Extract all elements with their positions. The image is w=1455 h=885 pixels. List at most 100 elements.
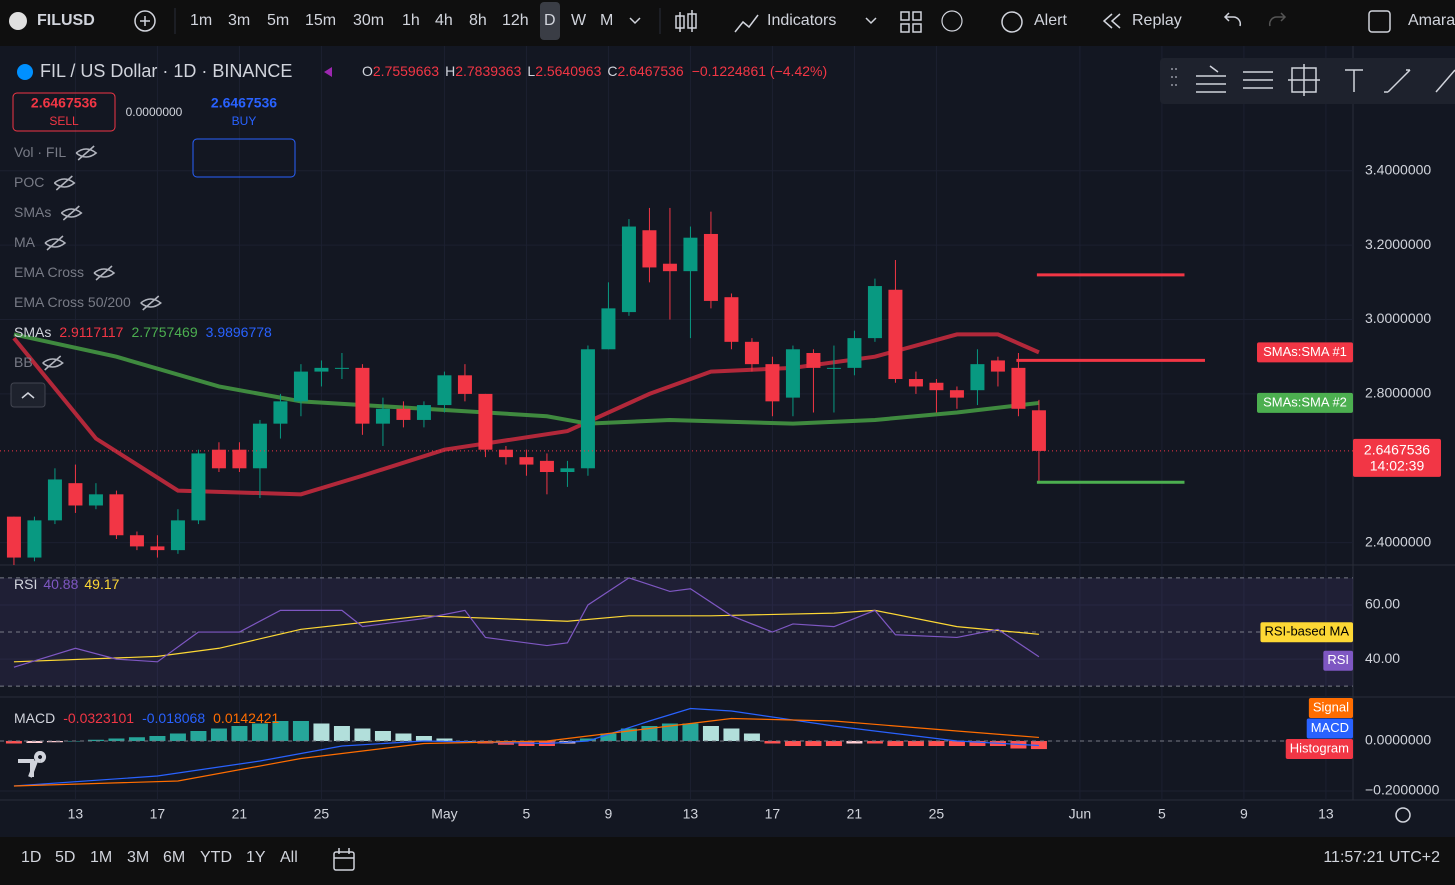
interval[interactable]: D <box>540 2 560 40</box>
range[interactable]: 6M <box>163 849 186 866</box>
interval[interactable]: M <box>600 12 614 29</box>
y-tick-label: 3.2000000 <box>1365 236 1431 252</box>
fullscreen[interactable] <box>1368 10 1391 33</box>
date-range-icon[interactable] <box>328 842 368 882</box>
histogram-bar <box>907 741 924 746</box>
interval[interactable]: 8h <box>469 12 487 29</box>
interval[interactable]: 3m <box>228 12 251 29</box>
range[interactable]: 3M <box>127 849 150 866</box>
chevron[interactable] <box>629 17 641 25</box>
toolbar-icons <box>9 8 1391 34</box>
candle-body <box>888 289 903 380</box>
layouts[interactable] <box>900 11 922 33</box>
hidden-icon <box>53 175 76 191</box>
rsi-series-label: RSI <box>1327 652 1349 667</box>
candle-body <box>293 371 308 402</box>
candle-body <box>806 352 821 368</box>
range[interactable]: 5D <box>55 849 76 866</box>
ohlc-legend-part: H <box>445 63 455 79</box>
interval[interactable]: 5m <box>267 12 290 29</box>
candle-body <box>703 233 718 301</box>
histogram-bar <box>436 738 453 741</box>
rsi-legend: RSI 40.88 49.17 <box>14 576 120 592</box>
price-label: 2.6467536 <box>1364 442 1430 458</box>
histogram-bar <box>231 726 248 741</box>
templates[interactable] <box>941 10 963 32</box>
user-name[interactable]: Amara <box>1408 12 1455 29</box>
tool-text[interactable] <box>1345 69 1363 92</box>
x-tick-label: 9 <box>605 806 613 822</box>
ohlc-legend-part: C <box>607 63 617 79</box>
y-tick-label: 3.4000000 <box>1365 161 1431 177</box>
sell-button <box>12 92 116 132</box>
range[interactable]: YTD <box>200 849 232 866</box>
candle-body <box>129 535 144 547</box>
plus <box>140 16 150 26</box>
collapse-legend[interactable] <box>10 382 46 408</box>
tool-fib[interactable] <box>1243 71 1273 89</box>
histogram-bar <box>928 741 945 746</box>
undo[interactable] <box>1223 12 1242 27</box>
histogram-bar <box>190 731 207 741</box>
tool-lines[interactable] <box>1196 65 1226 93</box>
interval[interactable]: 1h <box>402 12 420 29</box>
interval[interactable]: 1m <box>190 12 213 29</box>
redo[interactable] <box>1268 12 1287 27</box>
histogram-bar <box>661 723 678 741</box>
macd-series-label-bg <box>1306 718 1353 739</box>
range[interactable]: All <box>280 849 298 866</box>
x-tick-label: 25 <box>929 806 945 822</box>
y-tick-label: 40.00 <box>1365 650 1400 666</box>
candle-body <box>662 263 677 272</box>
histogram-bar <box>354 728 371 741</box>
symbol[interactable]: FILUSD <box>37 12 95 29</box>
series-label-bg <box>1257 392 1353 413</box>
candle-body <box>560 468 575 473</box>
candle-body <box>970 364 985 391</box>
macd-line <box>13 717 1039 787</box>
alert-button[interactable]: Alert <box>1034 12 1067 29</box>
candle-body <box>334 367 349 369</box>
tool-trend[interactable] <box>1384 69 1411 93</box>
macd-legend-part: -0.0323101 <box>63 710 134 726</box>
bottom-toolbar: 1D 5D 1M 3M 6M YTD 1Y All 11:57:21 UTC+2 <box>0 838 1455 885</box>
interval[interactable]: 4h <box>435 12 453 29</box>
range[interactable]: 1Y <box>246 849 266 866</box>
interval[interactable]: 30m <box>353 12 385 29</box>
rsi-series-label: RSI-based MA <box>1264 624 1349 639</box>
indicator-legend: EMA Cross 50/200 <box>14 294 131 310</box>
histogram-bar <box>764 741 781 744</box>
range[interactable]: 1M <box>90 849 113 866</box>
settings[interactable] <box>1395 807 1411 823</box>
candle-body <box>314 367 329 372</box>
tool-measure[interactable] <box>1288 64 1320 96</box>
replay-button[interactable]: Replay <box>1132 12 1182 29</box>
tool-brush[interactable] <box>1435 69 1455 93</box>
ohlc-legend-part: L <box>527 63 535 79</box>
indicators-button[interactable]: Indicators <box>767 12 837 29</box>
indicator-legend-part: POC <box>14 174 44 190</box>
hidden-icon <box>140 295 162 311</box>
histogram-bar <box>723 728 740 741</box>
candle-body <box>170 520 185 551</box>
add-symbol[interactable] <box>134 10 156 32</box>
interval[interactable]: 12h <box>502 12 529 29</box>
chevron[interactable] <box>865 17 877 25</box>
candle-body <box>867 286 882 339</box>
clock: 11:57:21 UTC+2 <box>1323 849 1440 866</box>
histogram-bar <box>887 741 904 746</box>
histogram-bar <box>682 723 699 741</box>
candle-body <box>929 382 944 391</box>
symbol-icon <box>9 12 27 30</box>
candle-body <box>437 375 452 406</box>
chart-title: FIL / US Dollar · 1D · BINANCE <box>40 61 292 81</box>
range[interactable]: 1D <box>21 849 42 866</box>
interval[interactable]: W <box>571 12 587 29</box>
chart-type[interactable] <box>675 10 697 32</box>
candle-body <box>47 479 62 521</box>
histogram-bar <box>128 737 145 741</box>
sma-legend-part: 3.9896778 <box>206 324 272 340</box>
interval[interactable]: 15m <box>305 12 337 29</box>
y-tick-label: −0.2000000 <box>1365 782 1440 798</box>
candle-body <box>1031 410 1046 451</box>
